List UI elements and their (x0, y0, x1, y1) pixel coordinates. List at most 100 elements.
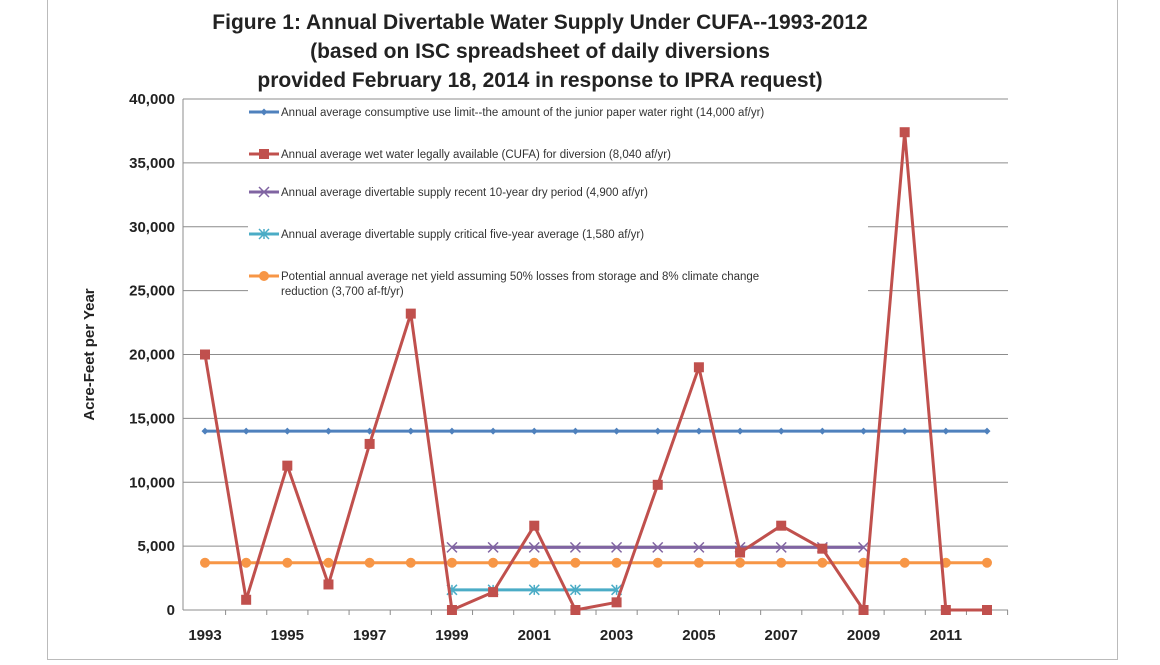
series-1 (201, 427, 991, 435)
legend-item: Annual average divertable supply critica… (248, 224, 868, 241)
y-tick-label: 40,000 (129, 91, 175, 108)
diamond-marker (530, 427, 538, 435)
legend-background (248, 224, 868, 240)
x-marker (569, 541, 581, 553)
x-marker (693, 541, 705, 553)
star-marker (258, 228, 270, 240)
legend-item: Annual average divertable supply recent … (248, 182, 868, 199)
diamond-marker (283, 427, 291, 435)
circle-marker (735, 557, 746, 568)
circle-marker (259, 271, 269, 281)
square-marker (488, 587, 499, 598)
x-tick-label: 2011 (930, 627, 963, 644)
x-marker (528, 541, 540, 553)
diamond-marker (448, 427, 456, 435)
x-marker (446, 541, 458, 553)
y-tick-label: 15,000 (129, 410, 175, 427)
square-marker (200, 349, 210, 360)
square-marker (982, 605, 992, 615)
square-marker (241, 594, 252, 605)
diamond-marker (777, 427, 785, 435)
diamond-marker (489, 427, 497, 435)
title-line-3: provided February 18, 2014 in response t… (257, 69, 823, 92)
x-marker (857, 541, 870, 553)
legend-background (248, 144, 868, 160)
legend-label: Annual average divertable supply recent … (281, 187, 648, 199)
circle-marker (817, 557, 828, 568)
circle-marker (570, 557, 581, 568)
square-marker (282, 460, 293, 471)
square-marker (735, 547, 746, 558)
square-marker (364, 438, 375, 449)
square-marker (570, 605, 581, 615)
y-tick-label: 20,000 (129, 347, 175, 364)
square-marker (817, 543, 828, 554)
square-marker (405, 308, 416, 319)
chart-title: Figure 1: Annual Divertable Water Supply… (120, 8, 960, 95)
series-line (203, 130, 987, 612)
circle-marker (282, 557, 293, 568)
y-tick-label: 5,000 (137, 538, 175, 555)
square-marker (940, 605, 951, 615)
square-marker (611, 597, 622, 608)
circle-marker (693, 557, 704, 568)
square-marker (858, 605, 869, 615)
legend-label: Annual average consumptive use limit--th… (281, 107, 764, 119)
diamond-marker (324, 427, 332, 435)
diamond-marker (860, 427, 868, 435)
legend-label: Potential annual average net yield assum… (281, 271, 759, 298)
y-tick-label: 30,000 (129, 219, 175, 236)
y-tick-label: 0 (167, 602, 175, 619)
title-line-2: (based on ISC spreadsheet of daily diver… (310, 40, 770, 63)
x-tick-label: 2003 (600, 627, 633, 644)
circle-marker (446, 557, 457, 568)
diamond-marker (654, 427, 662, 435)
square-marker (693, 362, 704, 373)
diamond-marker (260, 108, 268, 116)
circle-marker (323, 557, 334, 568)
square-marker (899, 127, 910, 138)
x-tick-label: 1995 (271, 627, 304, 644)
square-marker (652, 479, 663, 490)
diamond-marker (695, 427, 703, 435)
x-tick-label: 1999 (435, 627, 468, 644)
y-axis-label: Acre-Feet per Year (81, 288, 98, 420)
legend-item: Annual average consumptive use limit--th… (248, 102, 868, 119)
diamond-marker (736, 427, 744, 435)
circle-marker (405, 557, 416, 568)
legend-item: Annual average wet water legally availab… (248, 144, 868, 161)
diamond-marker (366, 427, 374, 435)
circle-marker (776, 557, 787, 568)
legend-item: Potential annual average net yield assum… (248, 266, 868, 298)
circle-marker (529, 557, 540, 568)
series-4 (446, 584, 623, 596)
diamond-marker (818, 427, 826, 435)
circle-marker (488, 557, 499, 568)
circle-marker (982, 557, 992, 568)
circle-marker (652, 557, 663, 568)
square-marker (776, 520, 787, 531)
x-tick-label: 2009 (847, 627, 880, 644)
square-marker (323, 579, 334, 590)
diamond-marker (407, 427, 415, 435)
y-tick-label: 35,000 (129, 155, 175, 172)
circle-marker (364, 557, 375, 568)
star-marker (528, 584, 540, 596)
series-2 (200, 127, 992, 615)
legend-background (248, 266, 868, 298)
circle-marker (241, 557, 252, 568)
diamond-marker (901, 427, 909, 435)
legend-label: Annual average divertable supply critica… (281, 229, 644, 241)
x-tick-label: 2005 (682, 627, 715, 644)
circle-marker (200, 557, 210, 568)
x-marker (652, 541, 664, 553)
x-marker (487, 541, 499, 553)
diamond-marker (571, 427, 579, 435)
y-tick-label: 25,000 (129, 283, 175, 300)
circle-marker (611, 557, 622, 568)
square-marker (446, 605, 457, 615)
x-marker (258, 186, 270, 198)
chart-frame (47, 0, 1118, 660)
series-3 (446, 541, 870, 553)
